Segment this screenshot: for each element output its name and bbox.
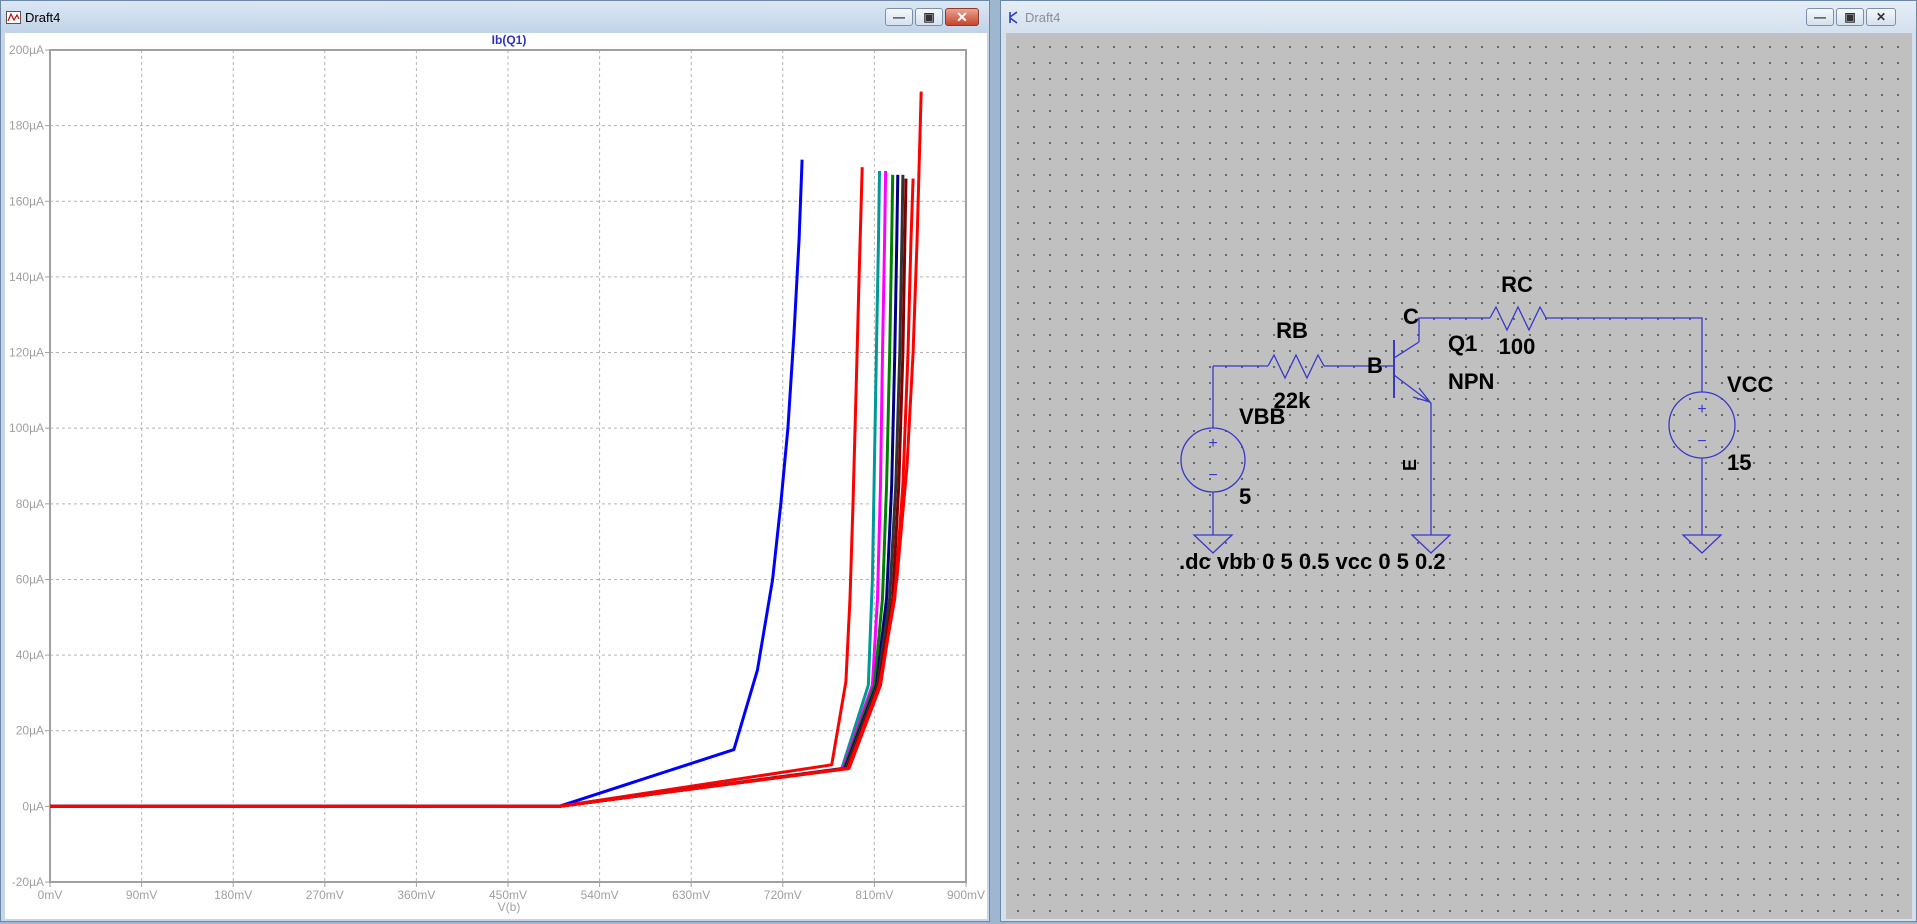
transistor-collector[interactable] [1393, 341, 1420, 359]
minimize-button[interactable]: — [885, 8, 913, 26]
x-axis-label: V(b) [498, 900, 521, 914]
collector-pin-label: C [1403, 304, 1419, 329]
x-tick-label: 0mV [38, 888, 63, 902]
plot-window: Draft4 — ▣ ✕ 0mV 90mV 180mV 270mV 360mV 450mV… [0, 0, 990, 922]
maximize-button[interactable]: ▣ [915, 8, 943, 26]
ground-icon [1410, 534, 1452, 554]
x-tick-label: 360mV [397, 888, 435, 902]
y-tick-label: 180µA [9, 119, 44, 133]
x-tick-label: 810mV [855, 888, 893, 902]
emitter-arrow-icon [1412, 387, 1432, 404]
y-tick-label: 100µA [9, 421, 44, 435]
ground-icon [1681, 534, 1723, 554]
emitter-pin-label: E [1400, 459, 1420, 471]
minus-icon: − [1697, 433, 1706, 450]
vcc-value-label[interactable]: 15 [1727, 450, 1751, 475]
base-pin-label: B [1367, 353, 1383, 378]
plot-window-titlebar[interactable]: Draft4 — ▣ ✕ [1, 1, 989, 33]
chart-title: Ib(Q1) [492, 33, 527, 47]
series-line-6[interactable] [50, 174, 900, 808]
schematic-drawing[interactable]: + − + − RB 22k RC 100 B C E Q1 NPN VBB 5… [1006, 33, 1912, 919]
maximize-icon: ▣ [923, 10, 935, 24]
series-line-8[interactable] [50, 178, 908, 808]
y-tick-label: 200µA [9, 43, 44, 57]
plot-window-title: Draft4 [25, 10, 61, 25]
vcc-name-label[interactable]: VCC [1727, 372, 1774, 397]
schematic-window-titlebar[interactable]: Draft4 — ▣ ✕ [1001, 1, 1916, 33]
vbb-name-label[interactable]: VBB [1239, 404, 1285, 429]
maximize-button[interactable]: ▣ [1836, 8, 1864, 26]
series-line-3[interactable] [50, 170, 881, 808]
series-line-1[interactable] [50, 159, 804, 808]
close-button[interactable]: ✕ [1866, 8, 1896, 26]
rb-name-label[interactable]: RB [1276, 318, 1308, 343]
minimize-icon: — [1814, 10, 1826, 24]
x-tick-label: 720mV [764, 888, 802, 902]
ground-icon [1192, 534, 1234, 554]
plot-pane[interactable]: 0mV 90mV 180mV 270mV 360mV 450mV 540mV 630mV 720… [5, 33, 987, 919]
x-tick-label: 900mV [947, 888, 985, 902]
series-line-5[interactable] [50, 174, 895, 808]
maximize-icon: ▣ [1844, 10, 1856, 24]
y-tick-label: 60µA [16, 572, 44, 586]
waveform-app-icon [6, 11, 21, 24]
series-line-4[interactable] [50, 170, 888, 808]
resistor-rc[interactable] [1489, 305, 1547, 332]
wire-collector[interactable] [1418, 317, 1461, 342]
x-tick-label: 450mV [489, 888, 527, 902]
schematic-window-title: Draft4 [1025, 10, 1061, 25]
plus-icon: + [1697, 401, 1706, 418]
minus-icon: − [1208, 467, 1217, 484]
y-tick-label: 160µA [9, 194, 44, 208]
series-line-10[interactable] [50, 91, 923, 808]
wire-rc-vcc[interactable] [1546, 317, 1703, 392]
schematic-app-icon [1009, 11, 1018, 24]
y-tick-label: 120µA [9, 346, 44, 360]
y-tick-label: -20µA [12, 875, 44, 889]
schematic-window: Draft4 — ▣ ✕ [1000, 0, 1917, 922]
y-tick-label: 80µA [16, 497, 44, 511]
close-button[interactable]: ✕ [945, 8, 979, 26]
x-tick-label: 270mV [306, 888, 344, 902]
series-line-9[interactable] [50, 178, 915, 808]
vbb-value-label[interactable]: 5 [1239, 484, 1251, 509]
transistor-emitter[interactable] [1393, 374, 1432, 404]
plus-icon: + [1208, 435, 1217, 452]
series-line-2[interactable] [50, 167, 864, 808]
q1-model-label[interactable]: NPN [1448, 369, 1494, 394]
x-tick-label: 90mV [126, 888, 157, 902]
close-icon: ✕ [956, 9, 968, 25]
minimize-icon: — [893, 10, 905, 24]
close-icon: ✕ [1875, 10, 1887, 24]
rc-name-label[interactable]: RC [1501, 272, 1533, 297]
y-tick-label: 140µA [9, 270, 44, 284]
q1-name-label[interactable]: Q1 [1448, 331, 1477, 356]
x-tick-label: 180mV [214, 888, 252, 902]
x-tick-label: 540mV [581, 888, 619, 902]
series-line-7[interactable] [50, 174, 905, 808]
schematic-canvas[interactable]: + − + − RB 22k RC 100 B C E Q1 NPN VBB 5… [1006, 33, 1912, 919]
x-tick-label: 630mV [672, 888, 710, 902]
y-tick-label: 40µA [16, 648, 44, 662]
spice-directive[interactable]: .dc vbb 0 5 0.5 vcc 0 5 0.2 [1179, 549, 1446, 574]
rc-value-label[interactable]: 100 [1499, 334, 1536, 359]
minimize-button[interactable]: — [1806, 8, 1834, 26]
ib-chart[interactable]: 0mV 90mV 180mV 270mV 360mV 450mV 540mV 630mV 720… [5, 33, 987, 919]
rb-value-label[interactable]: 22k [1274, 388, 1311, 413]
plot-grid [50, 50, 966, 882]
y-tick-label: 0µA [22, 799, 44, 813]
y-tick-label: 20µA [16, 724, 44, 738]
resistor-rb[interactable] [1267, 353, 1325, 380]
